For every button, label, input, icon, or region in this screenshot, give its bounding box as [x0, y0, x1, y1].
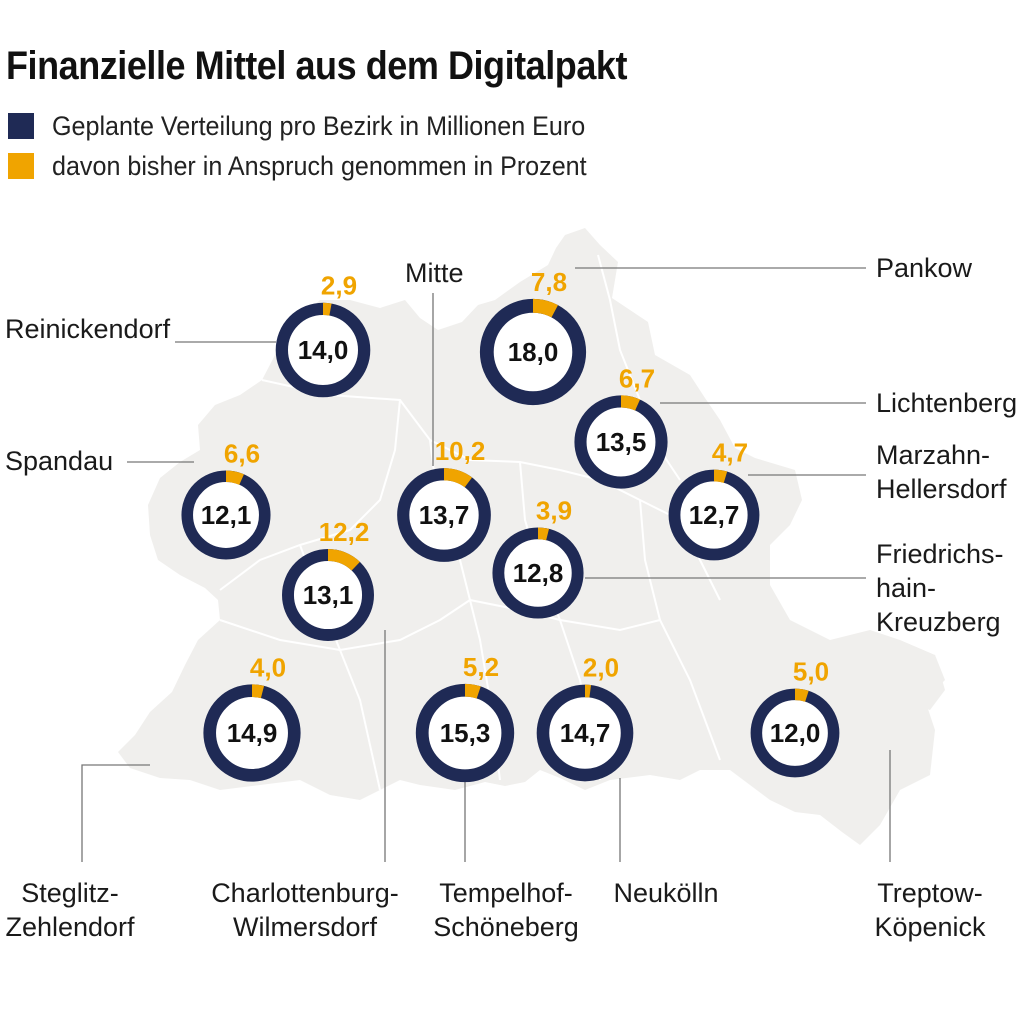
percent-label-treptow: 5,0	[793, 657, 829, 687]
district-name-line: Friedrichs-	[876, 539, 1004, 569]
leader-lines	[81, 267, 891, 862]
donut-segment-charlottenburg	[282, 549, 374, 641]
district-name-steglitz: Steglitz- Zehlendorf	[5, 878, 135, 942]
percent-label-spandau: 6,6	[224, 438, 260, 468]
district-name-line: Spandau	[5, 446, 113, 476]
value-label-mitte: 13,7	[419, 500, 470, 530]
percent-label-charlottenburg: 12,2	[319, 517, 370, 547]
district-name-line: Marzahn-	[876, 440, 990, 470]
donut-segment-tempelhof	[415, 683, 515, 783]
donut-layer: 14,0 2,9 18,0 7,8 13,7 10,2 13,5 6,7 12,1 6,6 12,7…	[181, 267, 840, 783]
donut-segment-pankow	[479, 298, 587, 406]
district-name-lichtenberg: Lichtenberg	[876, 388, 1017, 418]
percent-label-marzahn: 4,7	[712, 438, 748, 468]
district-name-line: Tempelhof-	[439, 878, 573, 908]
percent-label-lichtenberg: 6,7	[619, 363, 655, 393]
district-name-line: Steglitz-	[21, 878, 119, 908]
donut-segment-friedrichshain	[492, 527, 584, 619]
district-name-line: Zehlendorf	[5, 912, 135, 942]
district-name-friedrichshain: Friedrichs-hain- Kreuzberg	[876, 539, 1004, 637]
donut-segment-spandau	[181, 470, 271, 560]
district-labels: Reinickendorf Pankow Mitte Lichtenberg Spand…	[5, 253, 1017, 942]
donut-steglitz: 14,9 4,0	[203, 652, 301, 782]
value-label-tempelhof: 15,3	[440, 718, 491, 748]
value-label-friedrichshain: 12,8	[513, 558, 564, 588]
district-name-line: Pankow	[876, 253, 973, 283]
district-name-line: Mitte	[405, 258, 464, 288]
donut-segment-reinickendorf	[275, 302, 371, 398]
donut-pankow: 18,0 7,8	[479, 267, 587, 406]
percent-label-tempelhof: 5,2	[463, 652, 499, 682]
donut-charlottenburg: 13,1 12,2	[282, 517, 374, 641]
legend-swatch-navy	[8, 113, 34, 139]
leader-line-steglitz	[81, 764, 150, 862]
value-label-spandau: 12,1	[201, 500, 252, 530]
percent-label-friedrichshain: 3,9	[536, 495, 572, 525]
district-name-line: Kreuzberg	[876, 607, 1001, 637]
district-name-spandau: Spandau	[5, 446, 113, 476]
percent-label-mitte: 10,2	[435, 436, 486, 466]
district-name-pankow: Pankow	[876, 253, 973, 283]
donut-reinickendorf: 14,0 2,9	[275, 271, 371, 398]
value-label-treptow: 12,0	[770, 718, 821, 748]
district-name-line: Hellersdorf	[876, 474, 1007, 504]
donut-segment-steglitz	[203, 684, 301, 782]
donut-lichtenberg: 13,5 6,7	[574, 363, 668, 489]
donut-segment-neukoelln	[536, 684, 634, 782]
district-name-neukoelln: Neukölln	[613, 878, 718, 908]
donut-tempelhof: 15,3 5,2	[415, 652, 515, 783]
legend-label-used: davon bisher in Anspruch genommen in Pro…	[52, 150, 587, 181]
percent-label-reinickendorf: 2,9	[321, 271, 357, 301]
donut-segment-lichtenberg	[574, 395, 668, 489]
district-name-line: Lichtenberg	[876, 388, 1017, 418]
district-name-line: Reinickendorf	[5, 314, 171, 344]
donut-segment-mitte	[397, 468, 491, 562]
district-name-line: Schöneberg	[433, 912, 579, 942]
donut-segment-treptow	[750, 688, 840, 778]
percent-label-pankow: 7,8	[531, 267, 567, 297]
value-label-steglitz: 14,9	[227, 718, 278, 748]
chart-title: Finanzielle Mittel aus dem Digitalpakt	[6, 44, 628, 88]
value-label-pankow: 18,0	[508, 337, 559, 367]
value-label-charlottenburg: 13,1	[303, 580, 354, 610]
value-label-neukoelln: 14,7	[560, 718, 611, 748]
district-name-mitte: Mitte	[405, 258, 464, 288]
district-name-line: Neukölln	[613, 878, 718, 908]
percent-label-neukoelln: 2,0	[583, 653, 619, 683]
legend-item-planned: Geplante Verteilung pro Bezirk in Millio…	[8, 111, 625, 141]
district-name-reinickendorf: Reinickendorf	[5, 314, 171, 344]
district-name-line: Köpenick	[874, 912, 986, 942]
district-name-line: Treptow-	[877, 878, 983, 908]
district-name-marzahn: Marzahn- Hellersdorf	[876, 440, 1007, 504]
value-label-reinickendorf: 14,0	[298, 335, 349, 365]
donut-marzahn: 12,7 4,7	[668, 438, 760, 561]
district-name-charlottenburg: Charlottenburg- Wilmersdorf	[211, 878, 399, 942]
legend-label-planned: Geplante Verteilung pro Bezirk in Millio…	[52, 110, 586, 141]
legend-item-used: davon bisher in Anspruch genommen in Pro…	[8, 151, 627, 181]
district-name-line: hain-	[876, 573, 936, 603]
percent-label-steglitz: 4,0	[250, 652, 286, 682]
value-label-marzahn: 12,7	[689, 500, 740, 530]
map-extension-east	[830, 630, 945, 710]
donut-treptow: 12,0 5,0	[750, 657, 840, 778]
district-name-line: Wilmersdorf	[233, 912, 378, 942]
donut-friedrichshain: 12,8 3,9	[492, 495, 584, 619]
donut-neukoelln: 14,7 2,0	[536, 653, 634, 782]
donut-mitte: 13,7 10,2	[397, 436, 491, 562]
donut-segment-marzahn	[668, 469, 760, 561]
donut-spandau: 12,1 6,6	[181, 438, 271, 560]
value-label-lichtenberg: 13,5	[596, 427, 647, 457]
district-name-tempelhof: Tempelhof- Schöneberg	[433, 878, 579, 942]
district-name-line: Charlottenburg-	[211, 878, 399, 908]
legend-swatch-yellow	[8, 153, 34, 179]
district-name-treptow: Treptow- Köpenick	[874, 878, 986, 942]
